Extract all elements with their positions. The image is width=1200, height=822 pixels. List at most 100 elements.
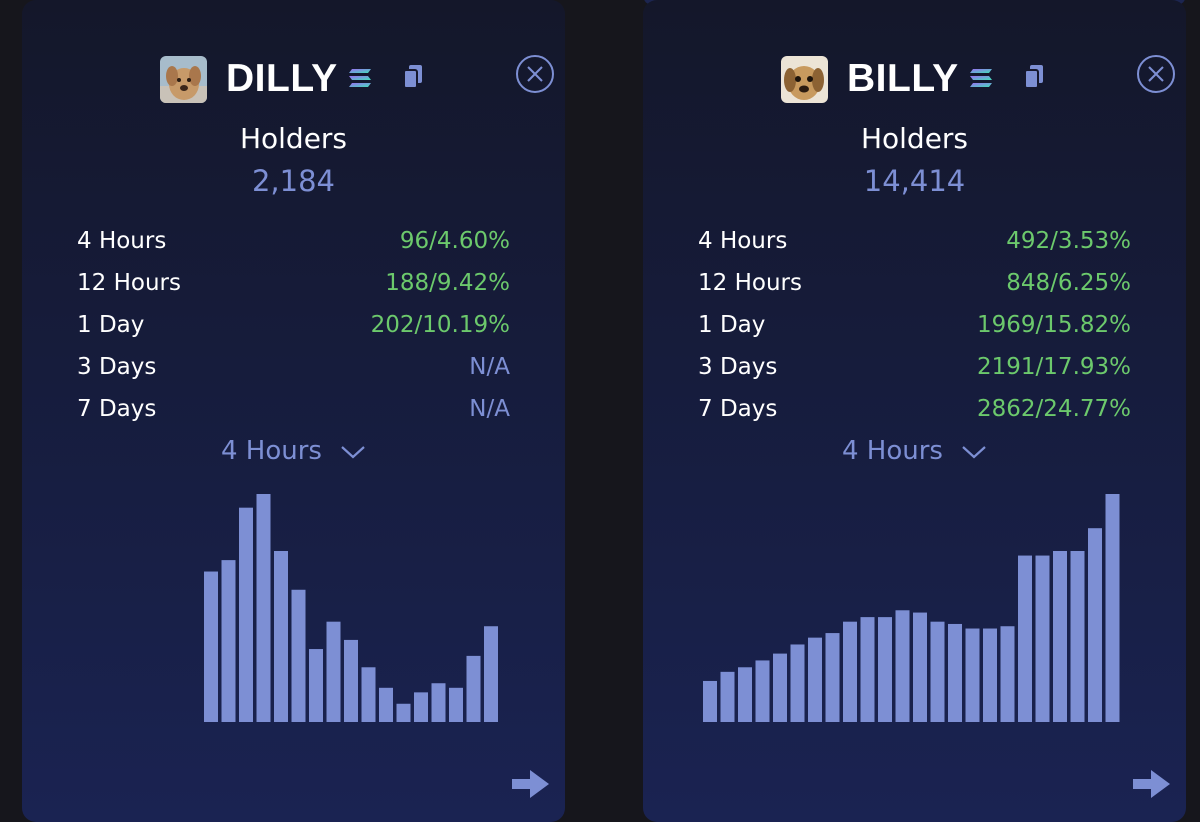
chart-bar xyxy=(274,551,288,722)
chart-bar xyxy=(878,617,892,722)
chart-bar xyxy=(256,494,271,722)
timeframe-label: 4 Hours xyxy=(842,436,943,466)
chart-bar xyxy=(738,667,752,722)
stat-label: 7 Days xyxy=(698,396,778,422)
chart-bar xyxy=(414,692,428,722)
chart-bar xyxy=(790,644,805,722)
chart-bar xyxy=(1105,494,1120,722)
stat-label: 12 Hours xyxy=(77,270,181,296)
stat-row: 4 Hours 492/3.53% xyxy=(698,222,1131,264)
chart-bar xyxy=(808,637,822,722)
timeframe-dropdown[interactable]: 4 Hours xyxy=(643,436,1186,466)
token-card-billy: BILLY Holders 14,414 4 Hours 492/3 xyxy=(643,0,1186,822)
stat-label: 3 Days xyxy=(77,354,157,380)
holders-bar-chart xyxy=(204,494,498,722)
chart-bar xyxy=(948,623,962,722)
card-header: DILLY xyxy=(22,54,565,104)
token-name: DILLY xyxy=(226,57,338,100)
chart-bar xyxy=(379,687,393,722)
holders-bar-chart xyxy=(703,494,1120,722)
chart-bar xyxy=(895,610,910,722)
stat-label: 7 Days xyxy=(77,396,157,422)
stat-label: 12 Hours xyxy=(698,270,802,296)
stat-value: 848/6.25% xyxy=(1006,270,1131,296)
chart-bar xyxy=(361,667,376,722)
chart-bar xyxy=(720,671,735,722)
arrow-right-icon[interactable] xyxy=(510,768,552,800)
dog-avatar-icon xyxy=(781,56,828,103)
holders-count: 2,184 xyxy=(251,164,336,198)
holder-stats: 4 Hours 492/3.53% 12 Hours 848/6.25% 1 Day… xyxy=(698,222,1131,432)
stat-value: 202/10.19% xyxy=(370,312,510,338)
card-header: BILLY xyxy=(643,54,1186,104)
stat-value: N/A xyxy=(469,354,510,380)
stat-value: 188/9.42% xyxy=(385,270,510,296)
stat-label: 1 Day xyxy=(698,312,766,338)
chart-bar xyxy=(773,653,787,722)
token-card-dilly: DILLY Holders 2,184 4 Hours 96/4.6 xyxy=(22,0,565,822)
stat-value: 96/4.60% xyxy=(399,228,510,254)
chart-bar xyxy=(221,560,236,722)
chart-bar xyxy=(396,703,411,722)
chart-bar xyxy=(913,612,927,722)
stat-row: 7 Days N/A xyxy=(77,390,510,432)
copy-icon[interactable] xyxy=(402,64,424,90)
chart-bar xyxy=(843,621,857,722)
chart-bar xyxy=(1070,551,1085,722)
chart-bar xyxy=(1088,528,1102,722)
chart-bar xyxy=(930,621,945,722)
dog-avatar-icon xyxy=(160,56,207,103)
chart-bar xyxy=(309,649,323,722)
chart-bar xyxy=(326,621,341,722)
stat-value: N/A xyxy=(469,396,510,422)
copy-icon[interactable] xyxy=(1023,64,1045,90)
stat-row: 12 Hours 188/9.42% xyxy=(77,264,510,306)
stat-row: 3 Days 2191/17.93% xyxy=(698,348,1131,390)
chart-bar xyxy=(1053,551,1067,722)
chart-bar xyxy=(484,626,498,722)
chart-bar xyxy=(239,507,253,722)
solana-icon xyxy=(348,67,372,89)
chart-bar xyxy=(204,571,218,722)
stat-row: 12 Hours 848/6.25% xyxy=(698,264,1131,306)
chart-bar xyxy=(755,660,770,722)
stat-value: 1969/15.82% xyxy=(977,312,1131,338)
timeframe-dropdown[interactable]: 4 Hours xyxy=(22,436,565,466)
chart-bar xyxy=(860,617,875,722)
chart-bar xyxy=(431,683,446,722)
stat-row: 7 Days 2862/24.77% xyxy=(698,390,1131,432)
close-icon[interactable] xyxy=(1136,54,1176,94)
stat-label: 1 Day xyxy=(77,312,145,338)
stat-row: 4 Hours 96/4.60% xyxy=(77,222,510,264)
chart-bar xyxy=(449,687,463,722)
timeframe-label: 4 Hours xyxy=(221,436,322,466)
holders-label: Holders xyxy=(239,122,348,155)
stat-label: 4 Hours xyxy=(77,228,167,254)
holder-stats: 4 Hours 96/4.60% 12 Hours 188/9.42% 1 Day 2… xyxy=(77,222,510,432)
stat-label: 4 Hours xyxy=(698,228,788,254)
token-name: BILLY xyxy=(847,57,959,100)
chart-bar xyxy=(703,680,717,722)
close-icon[interactable] xyxy=(515,54,555,94)
stat-row: 1 Day 202/10.19% xyxy=(77,306,510,348)
chart-bar xyxy=(965,628,980,722)
chevron-down-icon xyxy=(962,445,986,458)
chart-bar xyxy=(825,633,840,722)
chart-bar xyxy=(983,628,997,722)
chevron-down-icon xyxy=(341,445,365,458)
stat-value: 492/3.53% xyxy=(1006,228,1131,254)
chart-bar xyxy=(1000,626,1015,722)
stat-value: 2191/17.93% xyxy=(977,354,1131,380)
chart-bar xyxy=(344,639,358,722)
stat-row: 1 Day 1969/15.82% xyxy=(698,306,1131,348)
arrow-right-icon[interactable] xyxy=(1131,768,1173,800)
chart-bar xyxy=(1018,555,1032,722)
solana-icon xyxy=(969,67,993,89)
chart-bar xyxy=(1035,555,1050,722)
stat-label: 3 Days xyxy=(698,354,778,380)
chart-bar xyxy=(291,589,306,722)
holders-label: Holders xyxy=(860,122,969,155)
holders-count: 14,414 xyxy=(863,164,966,198)
stat-row: 3 Days N/A xyxy=(77,348,510,390)
chart-bar xyxy=(466,655,481,722)
